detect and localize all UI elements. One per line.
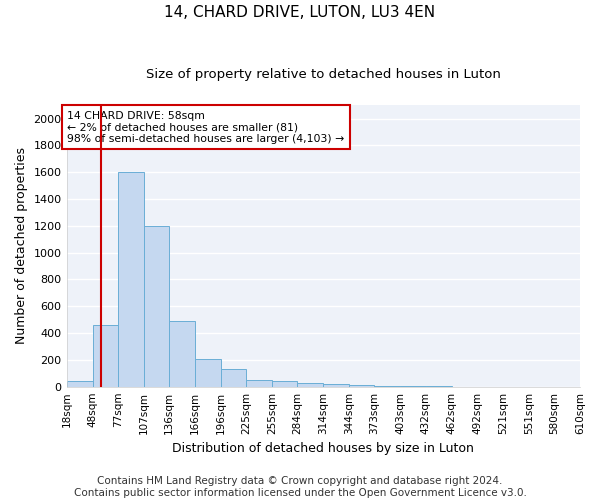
Text: 14, CHARD DRIVE, LUTON, LU3 4EN: 14, CHARD DRIVE, LUTON, LU3 4EN: [164, 5, 436, 20]
Bar: [118, 172, 144, 386]
Bar: [144, 226, 169, 386]
Text: Contains HM Land Registry data © Crown copyright and database right 2024.
Contai: Contains HM Land Registry data © Crown c…: [74, 476, 526, 498]
X-axis label: Distribution of detached houses by size in Luton: Distribution of detached houses by size …: [172, 442, 474, 455]
Bar: [297, 384, 323, 386]
Bar: [169, 321, 195, 386]
Bar: [323, 384, 349, 386]
Title: Size of property relative to detached houses in Luton: Size of property relative to detached ho…: [146, 68, 501, 80]
Bar: [195, 358, 221, 386]
Y-axis label: Number of detached properties: Number of detached properties: [15, 148, 28, 344]
Bar: [272, 382, 297, 386]
Bar: [246, 380, 272, 386]
Bar: [221, 370, 246, 386]
Bar: [67, 382, 92, 386]
Text: 14 CHARD DRIVE: 58sqm
← 2% of detached houses are smaller (81)
98% of semi-detac: 14 CHARD DRIVE: 58sqm ← 2% of detached h…: [67, 110, 344, 144]
Bar: [92, 325, 118, 386]
